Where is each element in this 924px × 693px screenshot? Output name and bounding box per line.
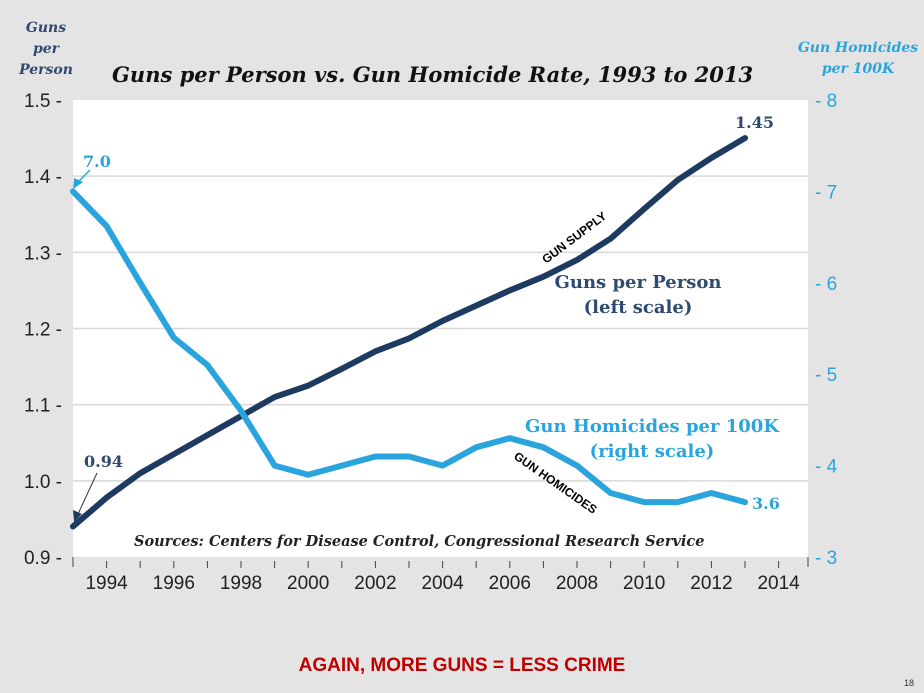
chart-title: Guns per Person vs. Gun Homicide Rate, 1…: [112, 62, 753, 87]
y-tick-right: - 3: [815, 548, 837, 569]
left-axis-label: Guns: [26, 20, 66, 36]
x-tick-label: 2004: [421, 573, 464, 594]
x-tick-label: 2012: [690, 573, 732, 594]
x-tick-label: 2010: [623, 573, 665, 594]
sources-note: Sources: Centers for Disease Control, Co…: [134, 533, 705, 550]
y-tick-right: - 5: [815, 365, 837, 386]
y-tick-left: 1.2 -: [24, 320, 62, 341]
y-tick-left: 1.0 -: [24, 472, 62, 493]
y-tick-right: - 6: [815, 274, 837, 295]
x-tick-label: 1998: [220, 573, 262, 594]
annotation-arrow: [77, 169, 91, 183]
y-tick-left: 1.4 -: [24, 167, 62, 188]
guns-end-label: 1.45: [735, 113, 774, 132]
annotation-arrow: [77, 472, 98, 515]
y-tick-left: 1.5 -: [24, 91, 62, 112]
y-tick-left: 0.9 -: [24, 548, 62, 569]
homicides-start-label: 7.0: [83, 152, 111, 171]
y-tick-right: - 7: [815, 182, 837, 203]
page-number: 18: [903, 678, 914, 688]
guns-series-label: (left scale): [584, 297, 693, 318]
homicides-series-label: Gun Homicides per 100K: [525, 416, 780, 437]
arrowhead-icon: [73, 510, 82, 522]
left-axis-label: per: [33, 41, 61, 57]
x-tick-label: 2006: [489, 573, 531, 594]
right-axis-label: Gun Homicides: [798, 40, 918, 56]
guns-start-label: 0.94: [84, 452, 123, 471]
homicides-end-label: 3.6: [752, 494, 780, 513]
left-axis-label: Person: [18, 62, 73, 78]
x-tick-label: 2000: [287, 573, 329, 594]
x-tick-label: 1996: [153, 573, 195, 594]
guns-series-label: Guns per Person: [555, 272, 722, 293]
y-tick-right: - 8: [815, 91, 837, 112]
homicides-series-label: (right scale): [590, 441, 715, 462]
right-axis-label: per 100K: [822, 61, 895, 77]
x-tick-label: 1994: [85, 573, 128, 594]
x-tick-label: 2008: [556, 573, 598, 594]
y-tick-left: 1.1 -: [24, 396, 62, 417]
y-tick-left: 1.3 -: [24, 243, 62, 264]
x-tick-label: 2014: [757, 573, 800, 594]
slide-caption: AGAIN, MORE GUNS = LESS CRIME: [298, 655, 626, 676]
arrowhead-icon: [73, 178, 83, 189]
y-tick-right: - 4: [815, 457, 838, 478]
x-tick-label: 2002: [354, 573, 396, 594]
